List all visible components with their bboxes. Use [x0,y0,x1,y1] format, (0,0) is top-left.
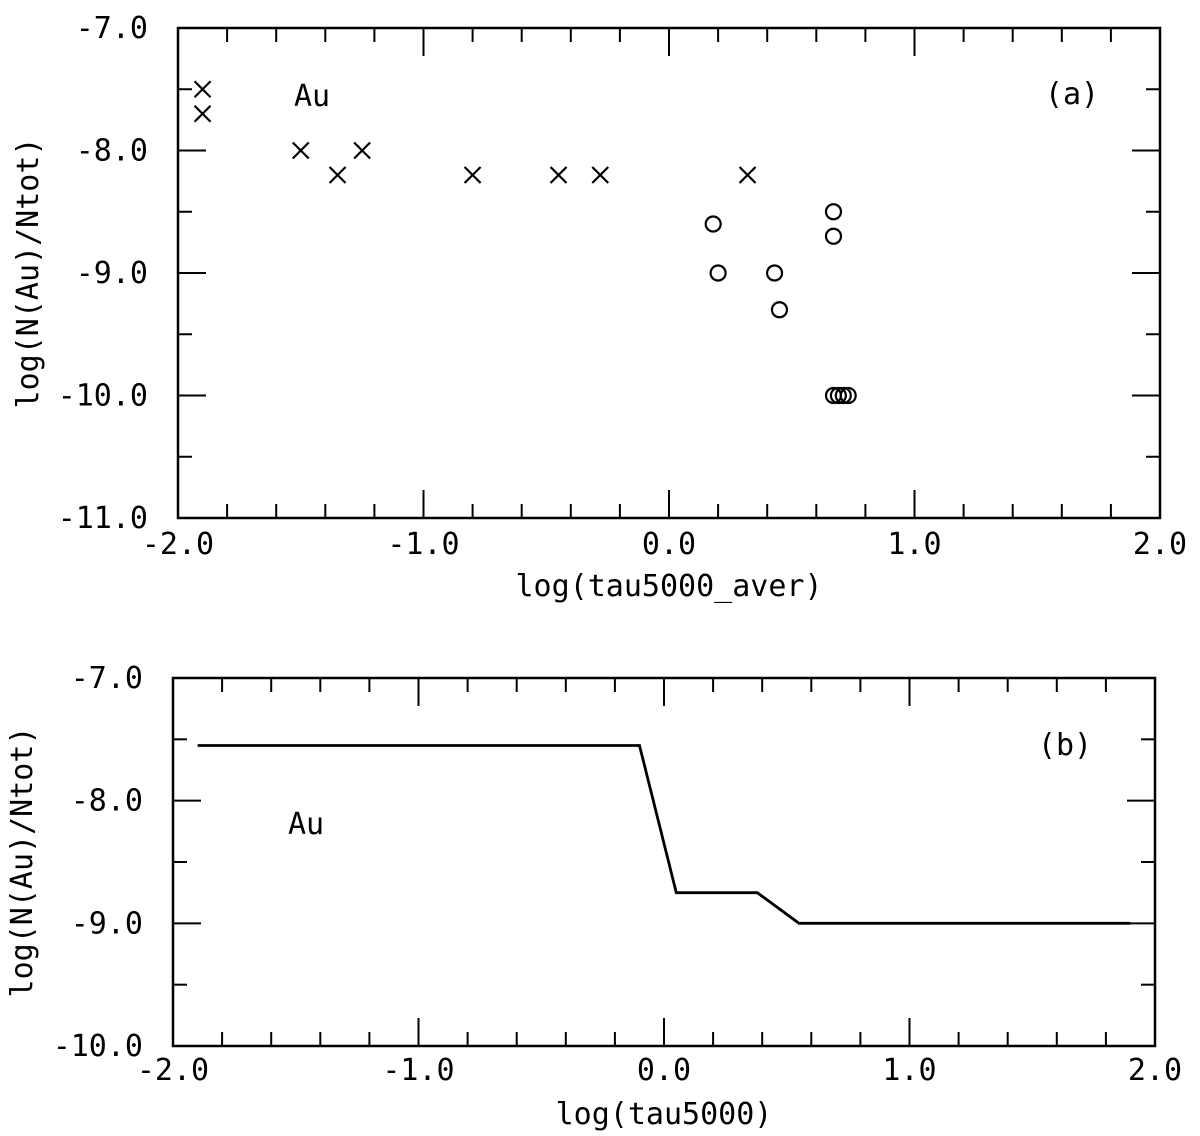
panel-a-point-circle [834,386,852,405]
panel-a-point-cross [738,166,757,184]
panel-b-plot-frame [171,676,1157,1048]
panel-a-ytick-label: -11.0 [58,501,148,536]
panel-a: -2.0 -1.0 0.0 1.0 2.0 -11.0 -10.0 -9.0 -8.0 -7.0 l… [11,11,1187,604]
panel-a-ytick-label: -10.0 [58,379,148,414]
panel-b-xtick-label: -1.0 [382,1053,454,1088]
panel-a-point-cross [591,166,610,184]
panel-b-ytick-label: -10.0 [53,1029,143,1064]
panel-b-xtick-label: 0.0 [637,1053,691,1088]
panel-a-xtick-label: -1.0 [387,527,459,562]
panel-a-point-cross [291,141,310,160]
panel-b-y-axis-label: log(N(Au)/Ntot) [5,727,40,998]
panel-a-point-circle [824,203,843,221]
panel-b-xtick-label: 1.0 [882,1053,936,1088]
panel-b-ytick-label: -7.0 [71,661,143,696]
panel-b-xtick-label: 2.0 [1128,1053,1182,1088]
panel-b-series-line [197,744,1131,925]
panel-b-xtick-label: -2.0 [137,1053,209,1088]
panel-a-point-cross [193,104,212,123]
panel-a-ytick-label: -7.0 [76,11,148,46]
panel-a-point-circle [709,264,727,282]
panel-a-y-axis-label: log(N(Au)/Ntot) [11,138,46,409]
panel-b-panel-label: (b) [1038,728,1092,763]
panel-a-point-cross [328,166,347,184]
panel-b: -2.0 -1.0 0.0 1.0 2.0 -10.0 -9.0 -8.0 -7.0 log(ta… [5,661,1182,1132]
panel-a-point-circle [704,215,722,233]
panel-a-point-cross [353,141,371,160]
panel-b-element-annotation: Au [288,807,324,842]
panel-a-ytick-label: -9.0 [76,256,148,291]
panel-a-xtick-label: 0.0 [642,527,696,562]
panel-a-element-annotation: Au [294,79,330,114]
panel-a-xtick-label: -2.0 [142,527,214,562]
panel-a-point-circle [765,264,784,282]
panel-a-panel-label: (a) [1045,77,1099,112]
panel-b-x-axis-label: log(tau5000) [556,1097,773,1132]
panel-a-point-cross [463,166,482,184]
panel-a-xtick-label: 2.0 [1133,527,1187,562]
panel-a-xtick-label: 1.0 [887,527,941,562]
panel-a-point-circle [839,386,857,405]
panel-b-ytick-label: -9.0 [71,906,143,941]
panel-a-ytick-label: -8.0 [76,134,148,169]
panel-a-point-circle [824,227,843,245]
panel-b-ytick-label: -8.0 [71,784,143,819]
panel-a-point-circle [770,301,789,319]
panel-a-point-cross [193,80,212,99]
panel-a-point-circle [829,386,847,405]
panel-a-x-axis-label: log(tau5000_aver) [515,569,822,604]
panel-a-point-cross [549,166,568,184]
